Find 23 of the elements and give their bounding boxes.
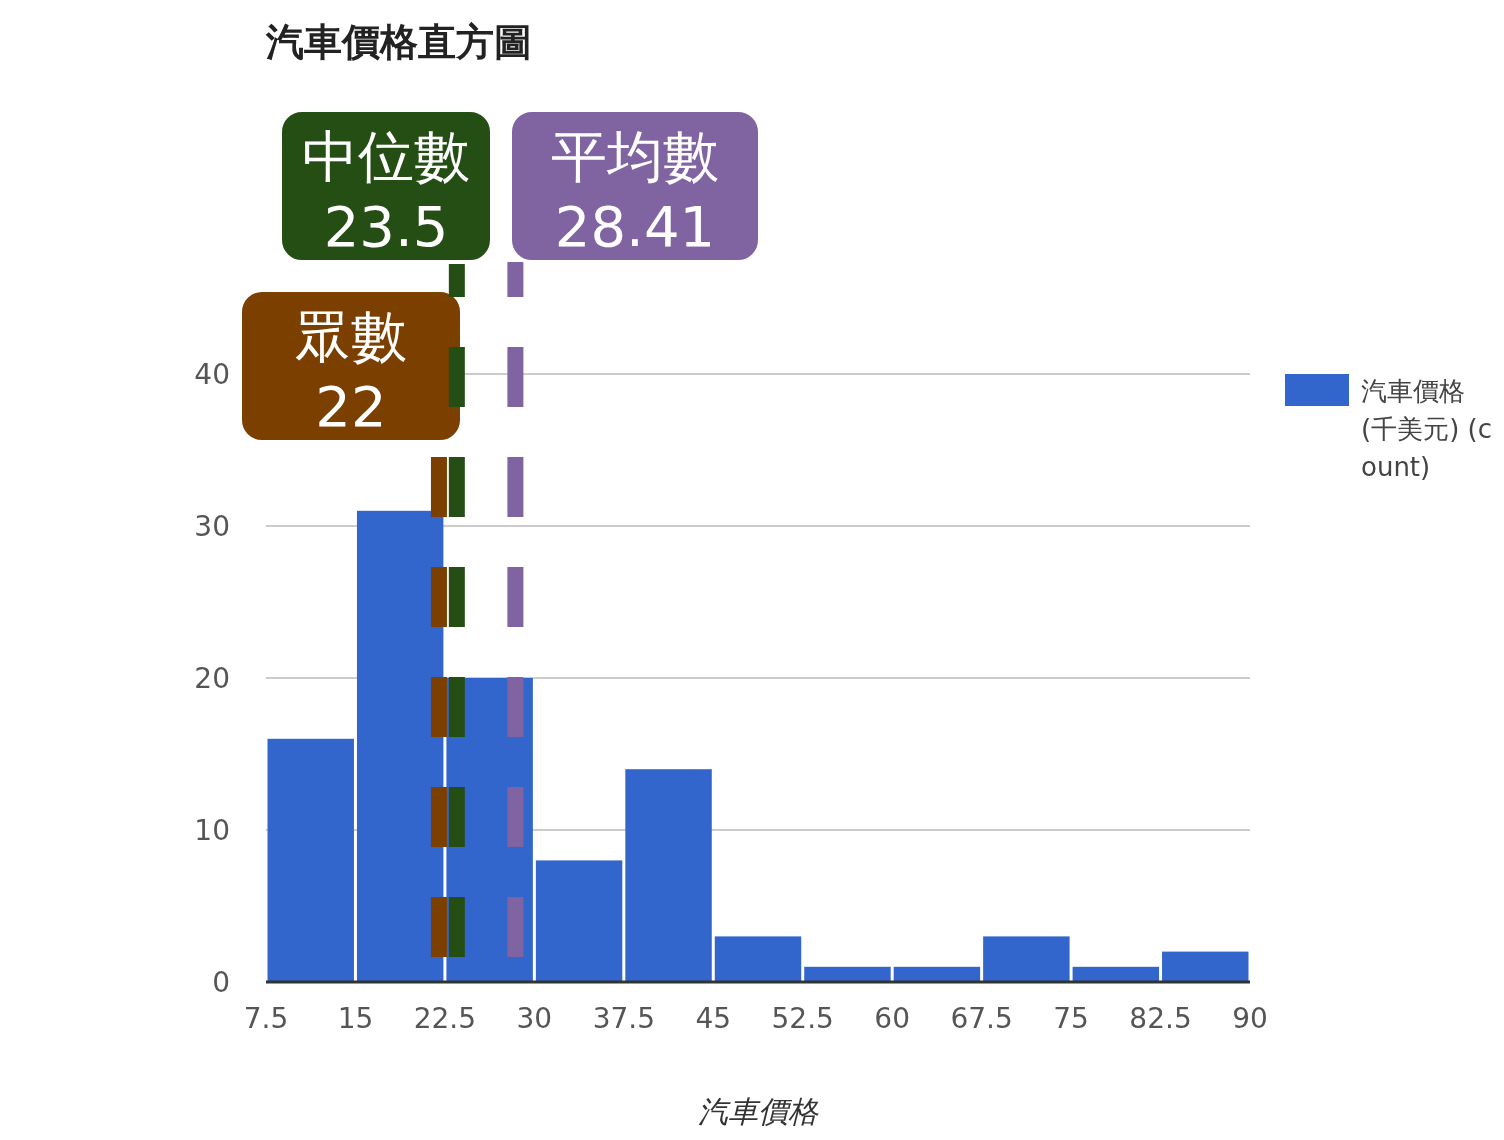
- x-tick-label: 82.5: [1129, 1002, 1192, 1035]
- chart-title: 汽車價格直方圖: [265, 20, 532, 64]
- ref-line-label: 平均數 28.41: [551, 124, 719, 259]
- y-tick-label: 0: [212, 966, 230, 999]
- x-tick-label: 37.5: [592, 1002, 655, 1035]
- legend-label: 汽車價格(千美元) (count): [1361, 375, 1493, 484]
- x-tick-label: 7.5: [243, 1002, 289, 1035]
- ref-line-label: 中位數 23.5: [302, 124, 470, 259]
- x-tick-label: 45: [695, 1002, 732, 1035]
- y-tick-label: 10: [194, 814, 230, 847]
- x-axis-title: 汽車價格: [698, 1094, 819, 1129]
- y-tick-label: 40: [194, 358, 230, 391]
- x-tick-label: 30: [516, 1002, 553, 1035]
- x-tick-label: 15: [337, 1002, 374, 1035]
- x-tick-label: 90: [1232, 1002, 1268, 1035]
- ref-line-label: 眾數 22: [295, 304, 407, 439]
- x-tick-label: 60: [874, 1002, 910, 1035]
- x-tick-label: 75: [1053, 1002, 1089, 1035]
- x-tick-label: 52.5: [771, 1002, 834, 1035]
- y-tick-label: 20: [194, 662, 230, 695]
- y-tick-label: 30: [194, 510, 230, 543]
- x-tick-label: 67.5: [950, 1002, 1013, 1035]
- x-tick-label: 22.5: [413, 1002, 477, 1035]
